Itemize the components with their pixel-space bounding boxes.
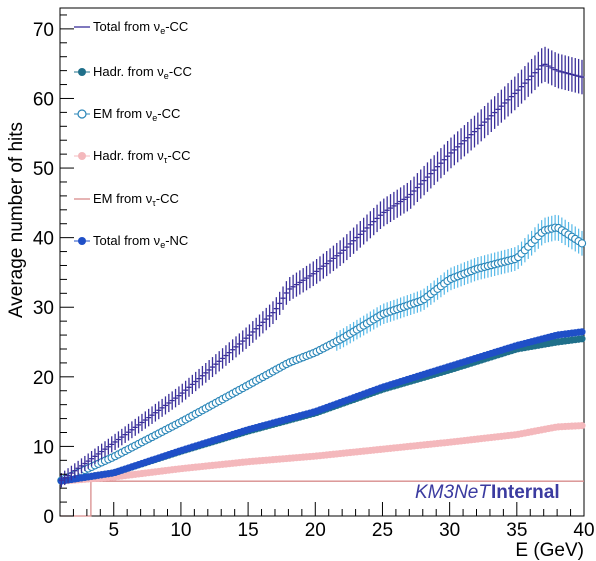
x-axis-title: E (GeV)	[515, 540, 584, 561]
x-tick-label: 5	[108, 520, 119, 541]
y-axis: 0 10 20 30 40 50 60 70	[33, 14, 74, 528]
x-tick-label: 10	[170, 520, 191, 541]
y-tick-label: 30	[33, 298, 54, 319]
x-tick-label: 35	[506, 520, 527, 541]
series-0	[58, 46, 585, 488]
legend-label-tail: -CC	[156, 191, 179, 206]
y-tick-label: 50	[33, 159, 54, 180]
x-tick-label: 30	[439, 520, 460, 541]
legend-label-sub: e	[160, 240, 165, 250]
series-layer	[57, 46, 587, 517]
legend-label-tail: -NC	[165, 233, 188, 248]
legend-label: EM from ντ-CC	[93, 191, 179, 208]
legend-label-sub: e	[164, 71, 169, 81]
legend-swatch	[78, 237, 86, 245]
legend-label-main: EM from ν	[93, 106, 152, 121]
series-line	[60, 480, 584, 517]
legend-label-main: Hadr. from ν	[93, 64, 164, 79]
y-tick-label: 0	[43, 507, 54, 528]
watermark-internal: Internal	[491, 482, 560, 503]
data-point	[578, 335, 586, 343]
y-tick-label: 60	[33, 89, 54, 110]
legend-entry: Hadr. from ντ-CC	[74, 148, 190, 165]
legend-label: Hadr. from νe-CC	[93, 64, 192, 81]
watermark: KM3NeT Internal	[415, 482, 560, 503]
legend-entry: Total from νe-CC	[74, 19, 188, 36]
series-4	[60, 480, 584, 517]
legend-label: EM from νe-CC	[93, 106, 180, 123]
legend-entry: EM from ντ-CC	[74, 191, 179, 208]
legend-label-tail: -CC	[157, 106, 180, 121]
x-tick-label: 40	[573, 520, 594, 541]
legend-label-tail: -CC	[165, 19, 188, 34]
legend-entry: EM from νe-CC	[74, 106, 180, 123]
data-point	[578, 422, 586, 430]
watermark-km3net: KM3NeT	[415, 482, 491, 503]
legend-label-sub: e	[152, 113, 157, 123]
y-axis-title: Average number of hits	[6, 122, 27, 318]
y-tick-label: 70	[33, 20, 54, 41]
legend-label-sub: τ	[164, 155, 168, 165]
legend-label-main: Total from ν	[93, 233, 160, 248]
legend-label-main: Hadr. from ν	[93, 148, 164, 163]
series-5	[57, 328, 586, 485]
legend-swatch	[77, 109, 87, 119]
x-tick-label: 15	[238, 520, 259, 541]
y-tick-label: 20	[33, 368, 54, 389]
legend-label-sub: e	[160, 26, 165, 36]
x-tick-label: 25	[372, 520, 393, 541]
legend-swatch	[78, 152, 86, 160]
x-tick-label: 20	[305, 520, 326, 541]
data-point	[578, 328, 586, 336]
legend-label-tail: -CC	[167, 148, 190, 163]
y-tick-label: 10	[33, 437, 54, 458]
legend-label-sub: τ	[152, 198, 156, 208]
y-tick-label: 40	[33, 229, 54, 250]
legend-label-tail: -CC	[169, 64, 192, 79]
data-point	[577, 239, 587, 248]
plot-frame	[59, 7, 585, 517]
legend-label-main: Total from ν	[93, 19, 160, 34]
legend-swatch	[78, 68, 86, 76]
legend-label: Total from νe-NC	[93, 233, 188, 250]
legend-label: Hadr. from ντ-CC	[93, 148, 190, 165]
x-axis: 5 10 15 20 25 30 35 40	[59, 502, 595, 541]
legend-entry: Hadr. from νe-CC	[74, 64, 192, 81]
legend-entry: Total from νe-NC	[74, 233, 188, 250]
legend-label-main: EM from ν	[93, 191, 152, 206]
series-3	[57, 422, 586, 485]
legend-label: Total from νe-CC	[93, 19, 188, 36]
